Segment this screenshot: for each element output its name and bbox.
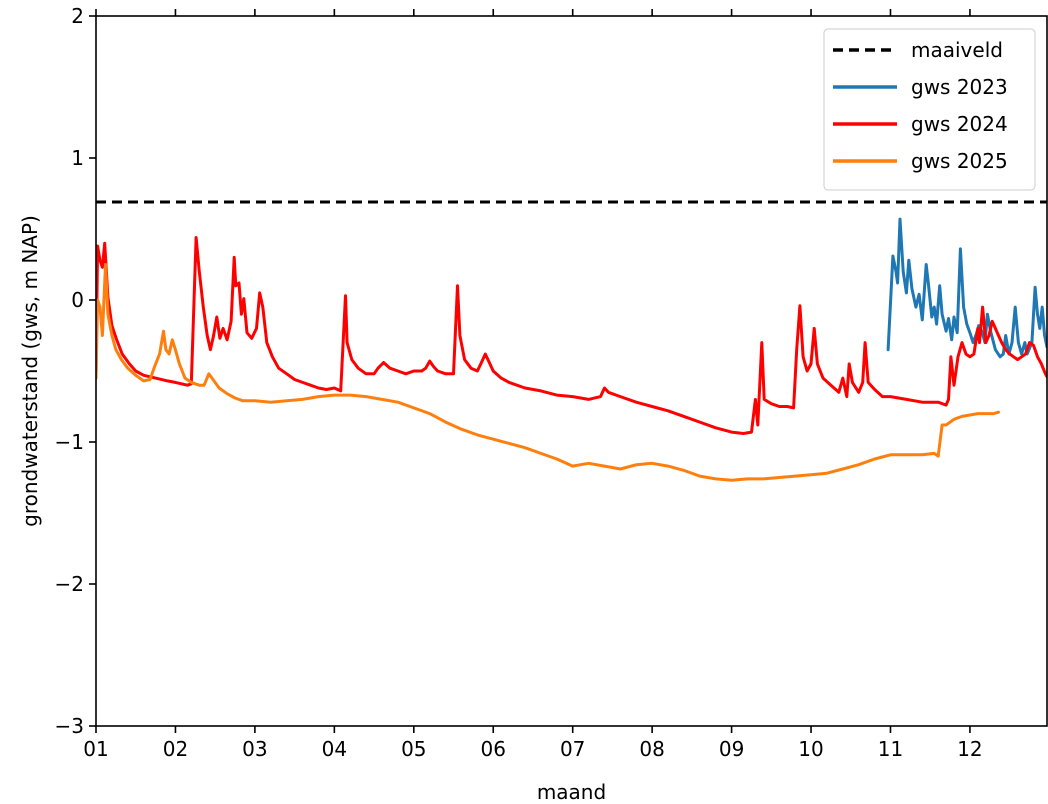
- x-tick-label: 06: [481, 737, 506, 761]
- y-tick-label: −2: [55, 572, 84, 596]
- x-tick-label: 02: [163, 737, 188, 761]
- y-tick-label: 1: [71, 146, 84, 170]
- y-axis: 2 1 0 −1 −2 −3: [55, 4, 96, 738]
- x-tick-label: 04: [322, 737, 347, 761]
- x-tick-label: 05: [401, 737, 426, 761]
- x-tick-label: 09: [719, 737, 744, 761]
- y-tick-label: 2: [71, 4, 84, 28]
- y-tick-label: −3: [55, 714, 84, 738]
- legend-label: gws 2024: [911, 112, 1008, 136]
- series-line-gws-2024: [96, 236, 1047, 435]
- series-line-gws-2025: [96, 263, 1000, 482]
- y-tick-label: −1: [55, 430, 84, 454]
- y-axis-label: grondwaterstand (gws, m NAP): [18, 215, 42, 527]
- x-axis: 01 02 03 04 05 06 07 08 09 10 11 12: [83, 9, 983, 761]
- x-tick-label: 10: [798, 737, 823, 761]
- plot-series-group: [96, 200, 1047, 482]
- plot-frame: [95, 15, 1048, 727]
- x-tick-label: 12: [957, 737, 982, 761]
- legend-label: maaiveld: [911, 38, 1003, 62]
- legend-label: gws 2023: [911, 75, 1008, 99]
- y-tick-label: 0: [71, 288, 84, 312]
- legend-label: gws 2025: [911, 149, 1008, 173]
- x-tick-label: 03: [242, 737, 267, 761]
- x-tick-label: 07: [560, 737, 585, 761]
- legend-box: [823, 28, 1036, 191]
- x-axis-label: maand: [537, 780, 606, 804]
- x-tick-label: 11: [878, 737, 903, 761]
- x-tick-label: 08: [639, 737, 664, 761]
- legend: maaiveld gws 2023 gws 2024 gws 2025: [823, 28, 1036, 191]
- x-tick-label: 01: [83, 737, 108, 761]
- series-line-gws-2023: [886, 217, 1047, 359]
